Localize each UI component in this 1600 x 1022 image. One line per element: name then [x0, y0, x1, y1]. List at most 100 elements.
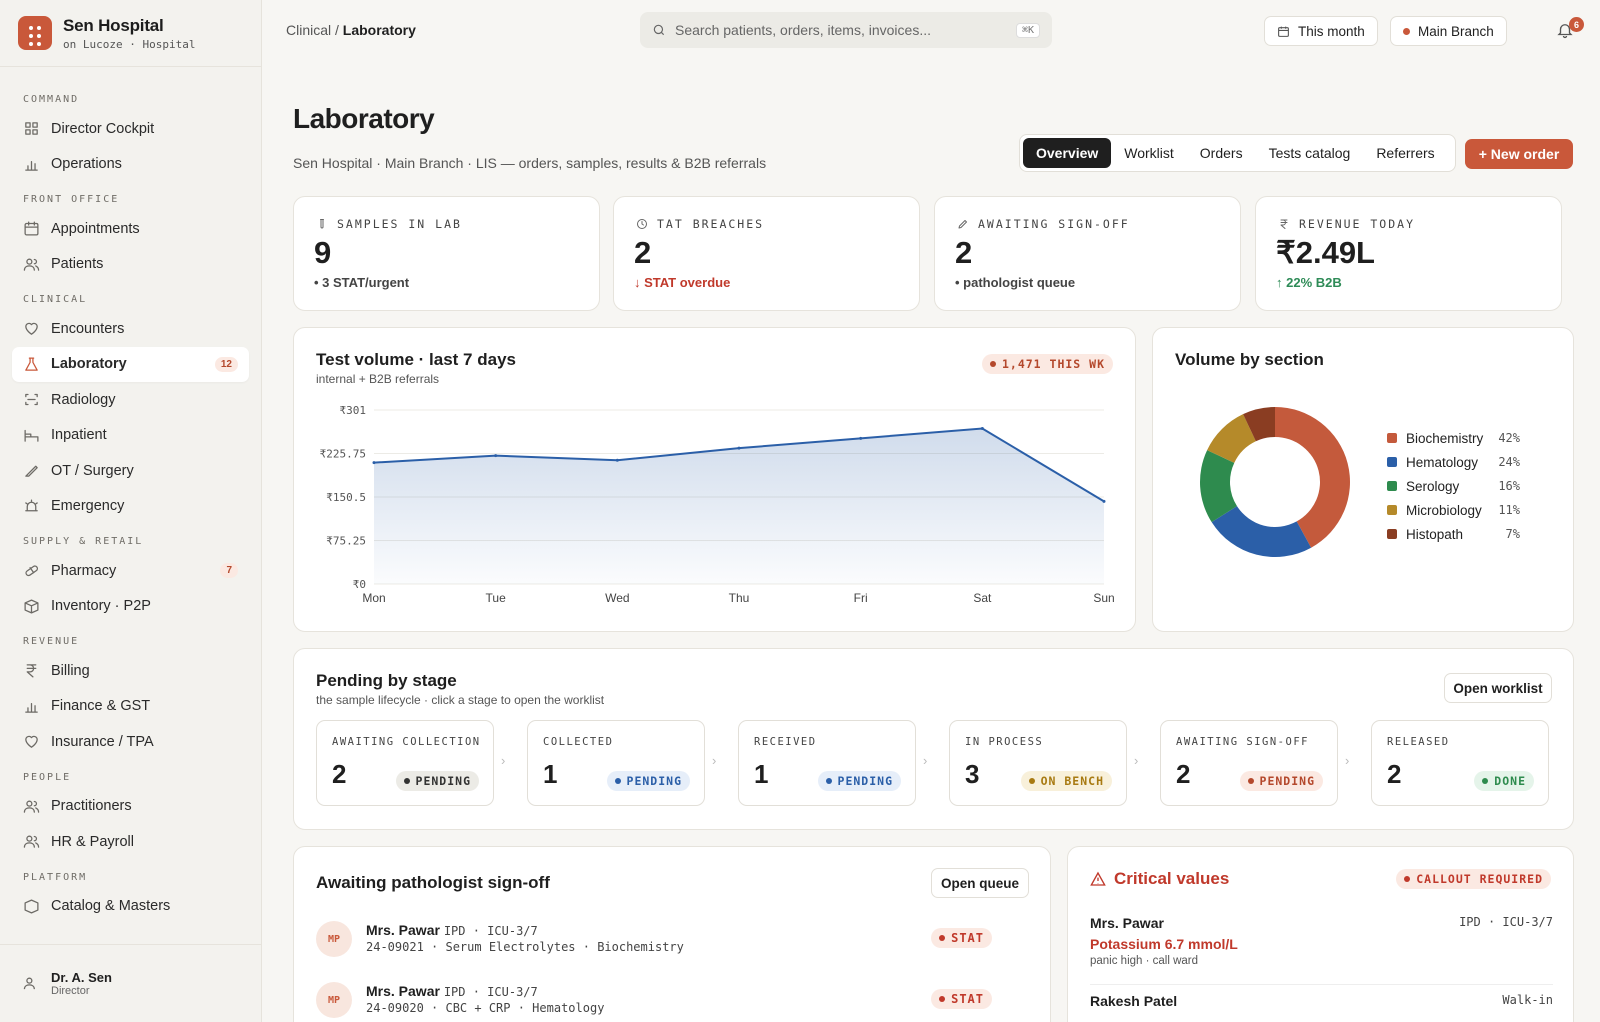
sidebar-item-ot-surgery[interactable]: OT / Surgery — [12, 453, 249, 489]
kpi-label-text: AWAITING SIGN-OFF — [978, 217, 1130, 231]
critical-value: Potassium 6.7 mmol/L — [1090, 936, 1238, 952]
stage-label: AWAITING SIGN-OFF — [1176, 736, 1309, 748]
critical-note: panic high · call ward — [1090, 955, 1199, 967]
avatar: MP — [316, 921, 352, 957]
tab-overview[interactable]: Overview — [1023, 138, 1112, 168]
kpi-note: • pathologist queue — [955, 275, 1076, 290]
kpi-value: ₹2.49L — [1276, 235, 1375, 270]
stage-count: 1 — [543, 759, 558, 789]
stage-status-tag: PENDING — [606, 771, 690, 791]
sidebar-item-director-cockpit[interactable]: Director Cockpit — [12, 111, 249, 147]
sidebar-item-operations[interactable]: Operations — [12, 147, 249, 183]
sidebar-item-encounters[interactable]: Encounters — [12, 311, 249, 347]
stage-awaiting-collection[interactable]: AWAITING COLLECTION 2 PENDING — [316, 720, 494, 806]
patient-name: Mrs. Pawar IPD · ICU-3/7 — [366, 983, 538, 999]
y-tick-label: ₹225.75 — [320, 448, 366, 461]
legend-item-hematology: Hematology 24% — [1387, 450, 1520, 474]
branch-dot-icon — [1403, 27, 1410, 35]
nav-section-title: COMMAND — [23, 94, 80, 105]
page-title: Laboratory — [293, 103, 435, 134]
stage-status-text: PENDING — [837, 774, 893, 788]
nav-section-title: SUPPLY & RETAIL — [23, 536, 144, 547]
sidebar-item-insurance-tpa[interactable]: Insurance / TPA — [12, 724, 249, 760]
catalog-icon — [23, 898, 40, 915]
sidebar-item-practitioners[interactable]: Practitioners — [12, 789, 249, 825]
x-tick-label: Sun — [1093, 591, 1114, 605]
breadcrumb-parent[interactable]: Clinical / — [286, 22, 339, 38]
open-queue-button[interactable]: Open queue — [931, 868, 1029, 898]
volume-subtitle: internal + B2B referrals — [316, 372, 440, 386]
sidebar-item-billing[interactable]: Billing — [12, 653, 249, 689]
data-point — [1102, 499, 1106, 503]
rupee-icon — [1278, 218, 1290, 230]
x-tick-label: Fri — [854, 591, 868, 605]
nav-section-title: REVENUE — [23, 636, 80, 647]
sidebar-item-radiology[interactable]: Radiology — [12, 382, 249, 418]
tab-worklist[interactable]: Worklist — [1124, 145, 1174, 161]
stage-in-process[interactable]: IN PROCESS 3 ON BENCH — [949, 720, 1127, 806]
sidebar-item-label: Practitioners — [51, 798, 132, 815]
sidebar-item-inpatient[interactable]: Inpatient — [12, 418, 249, 454]
stage-collected[interactable]: COLLECTED 1 PENDING — [527, 720, 705, 806]
sidebar-item-label: Appointments — [51, 220, 140, 237]
critical-patient-meta: Walk-in — [1502, 993, 1553, 1007]
critical-patient-name: Rakesh Patel — [1090, 993, 1178, 1009]
notifications-button[interactable]: 6 — [1556, 17, 1584, 42]
sidebar-item-finance-gst[interactable]: Finance & GST — [12, 689, 249, 725]
sidebar-nav: COMMAND Director Cockpit Operations FRONT O… — [0, 67, 261, 924]
critical-row[interactable]: Rakesh Patel Walk-in — [1090, 993, 1553, 1022]
scan-icon — [23, 391, 40, 408]
kpi-note: ↓ STAT overdue — [634, 275, 731, 290]
clock-icon — [636, 218, 648, 230]
user-profile[interactable]: Dr. A. Sen Director — [0, 944, 261, 1022]
x-tick-label: Sat — [973, 591, 992, 605]
stage-received[interactable]: RECEIVED 1 PENDING — [738, 720, 916, 806]
data-point — [980, 426, 984, 430]
period-selector[interactable]: This month — [1264, 16, 1378, 46]
brand-name: Sen Hospital — [63, 15, 164, 35]
legend-item-biochemistry: Biochemistry 42% — [1387, 426, 1520, 450]
box-icon — [23, 598, 40, 615]
signoff-row[interactable]: MP Mrs. Pawar IPD · ICU-3/7 24-09020 · CBC… — [316, 974, 992, 1022]
page-subtitle: Sen Hospital · Main Branch · LIS — order… — [293, 155, 767, 171]
pen-icon — [957, 218, 969, 230]
sidebar-item-catalog-masters[interactable]: Catalog & Masters — [12, 889, 249, 925]
stage-label: AWAITING COLLECTION — [332, 736, 481, 748]
volume-week-tag-text: 1,471 THIS WK — [1001, 357, 1105, 371]
siren-icon — [23, 498, 40, 515]
sidebar-item-appointments[interactable]: Appointments — [12, 211, 249, 247]
tab-tests-catalog[interactable]: Tests catalog — [1268, 145, 1351, 161]
stage-awaiting-sign-off[interactable]: AWAITING SIGN-OFF 2 PENDING — [1160, 720, 1338, 806]
user-icon — [23, 975, 40, 992]
kpi-label-text: REVENUE TODAY — [1299, 217, 1416, 231]
legend-item-microbiology: Microbiology 11% — [1387, 498, 1520, 522]
kpi-value: 9 — [314, 235, 332, 270]
brand[interactable]: Sen Hospital on Lucoze · Hospital — [0, 0, 261, 67]
x-tick-label: Mon — [362, 591, 385, 605]
heart-icon — [23, 320, 40, 337]
sidebar-item-hr-payroll[interactable]: HR & Payroll — [12, 824, 249, 860]
volume-week-tag: 1,471 THIS WK — [981, 354, 1113, 374]
stage-released[interactable]: RELEASED 2 DONE — [1371, 720, 1549, 806]
search-input[interactable]: Search patients, orders, items, invoices… — [640, 12, 1052, 48]
legend-item-serology: Serology 16% — [1387, 474, 1520, 498]
sidebar-item-label: Catalog & Masters — [51, 898, 171, 915]
critical-row[interactable]: Mrs. Pawar IPD · ICU-3/7 Potassium 6.7 m… — [1090, 915, 1553, 985]
branch-selector[interactable]: Main Branch — [1390, 16, 1507, 46]
stage-count: 3 — [965, 759, 980, 789]
open-worklist-button[interactable]: Open worklist — [1444, 673, 1552, 703]
sidebar-item-pharmacy[interactable]: Pharmacy 7 — [12, 553, 249, 589]
sidebar-item-emergency[interactable]: Emergency — [12, 489, 249, 525]
signoff-row[interactable]: MP Mrs. Pawar IPD · ICU-3/7 24-09021 · Ser… — [316, 913, 992, 963]
sidebar-item-inventory-p2p[interactable]: Inventory · P2P — [12, 589, 249, 625]
tube-icon — [316, 218, 328, 230]
new-order-button[interactable]: + New order — [1465, 139, 1573, 169]
patient-name-text: Mrs. Pawar — [366, 983, 440, 999]
order-detail: 24-09020 · CBC + CRP · Hematology — [366, 1001, 605, 1015]
tab-referrers[interactable]: Referrers — [1376, 145, 1435, 161]
kpi-label-text: SAMPLES IN LAB — [337, 217, 462, 231]
sidebar-item-laboratory[interactable]: Laboratory 12 — [12, 346, 249, 382]
donut-slice-biochemistry — [1275, 407, 1350, 548]
sidebar-item-patients[interactable]: Patients — [12, 247, 249, 283]
tab-orders[interactable]: Orders — [1199, 145, 1243, 161]
